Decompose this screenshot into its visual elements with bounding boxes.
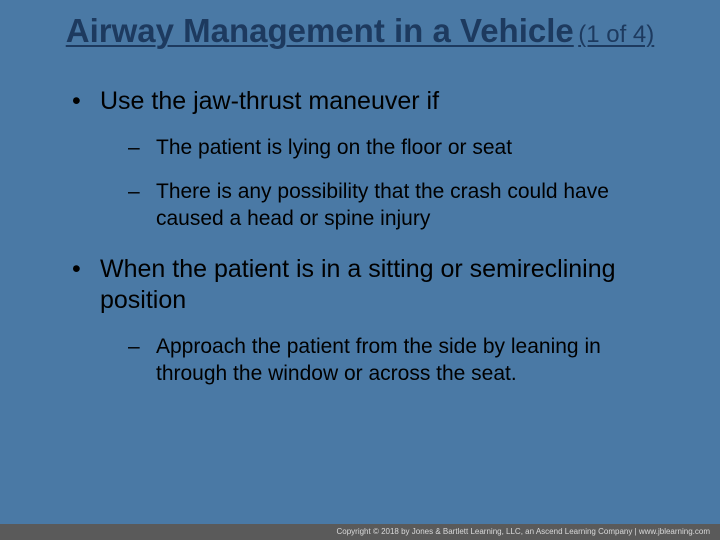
slide: Airway Management in a Vehicle (1 of 4) … <box>0 0 720 540</box>
footer-text: Copyright © 2018 by Jones & Bartlett Lea… <box>336 527 710 536</box>
sub-bullet-list: Approach the patient from the side by le… <box>100 334 672 387</box>
title-sub: (1 of 4) <box>578 21 654 48</box>
bullet-text: Use the jaw-thrust maneuver if <box>100 87 439 115</box>
sub-bullet-item: The patient is lying on the floor or sea… <box>128 135 672 161</box>
bullet-list: Use the jaw-thrust maneuver if The patie… <box>48 86 672 387</box>
bullet-item: Use the jaw-thrust maneuver if The patie… <box>72 86 672 232</box>
sub-bullet-item: There is any possibility that the crash … <box>128 179 672 232</box>
bullet-item: When the patient is in a sitting or semi… <box>72 254 672 387</box>
slide-title: Airway Management in a Vehicle (1 of 4) <box>0 0 720 58</box>
sub-bullet-list: The patient is lying on the floor or sea… <box>100 135 672 232</box>
sub-bullet-item: Approach the patient from the side by le… <box>128 334 672 387</box>
title-main: Airway Management in a Vehicle <box>66 12 574 49</box>
copyright-footer: Copyright © 2018 by Jones & Bartlett Lea… <box>0 524 720 540</box>
sub-bullet-text: There is any possibility that the crash … <box>156 180 609 229</box>
slide-body: Use the jaw-thrust maneuver if The patie… <box>0 58 720 387</box>
sub-bullet-text: Approach the patient from the side by le… <box>156 335 601 384</box>
sub-bullet-text: The patient is lying on the floor or sea… <box>156 136 512 159</box>
bullet-text: When the patient is in a sitting or semi… <box>100 255 616 314</box>
